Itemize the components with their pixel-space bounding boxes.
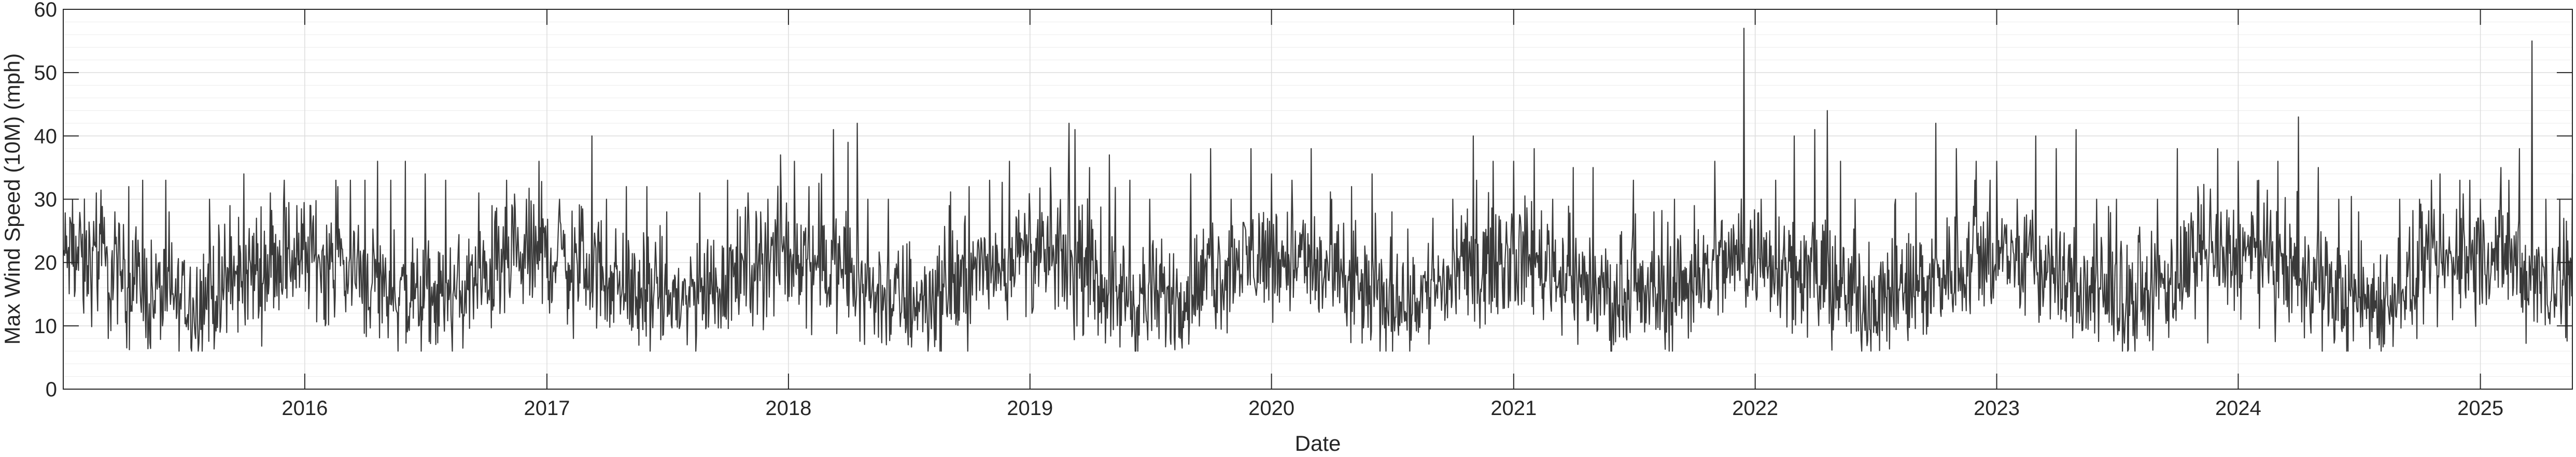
- x-tick-label: 2023: [1974, 397, 2020, 420]
- x-tick-label: 2017: [524, 397, 570, 420]
- wind-speed-line: [62, 27, 2573, 352]
- y-tick-label: 30: [34, 189, 58, 211]
- x-axis-label: Date: [1295, 431, 1341, 454]
- x-tick-label: 2016: [281, 397, 328, 420]
- x-tick-label: 2024: [2215, 397, 2261, 420]
- grid-lines: [63, 9, 2572, 390]
- x-tick-label: 2019: [1007, 397, 1053, 420]
- axis-ticks: 0 10 20 30 40 50 60 2016 2017 2018 2019 2020 2021 202…: [34, 0, 2572, 420]
- y-tick-label: 10: [34, 315, 58, 338]
- data-layer: [62, 27, 2573, 352]
- x-tick-label: 2025: [2457, 397, 2503, 420]
- x-tick-label: 2022: [1732, 397, 1778, 420]
- x-tick-label: 2018: [765, 397, 811, 420]
- y-tick-label: 60: [34, 0, 58, 21]
- y-tick-label: 20: [34, 252, 58, 275]
- y-tick-label: 40: [34, 125, 58, 148]
- y-tick-label: 50: [34, 62, 58, 84]
- x-tick-label: 2020: [1248, 397, 1294, 420]
- y-axis-label: Max Wind Speed (10M) (mph): [0, 53, 24, 345]
- x-tick-label: 2021: [1490, 397, 1537, 420]
- y-tick-label: 0: [46, 378, 57, 401]
